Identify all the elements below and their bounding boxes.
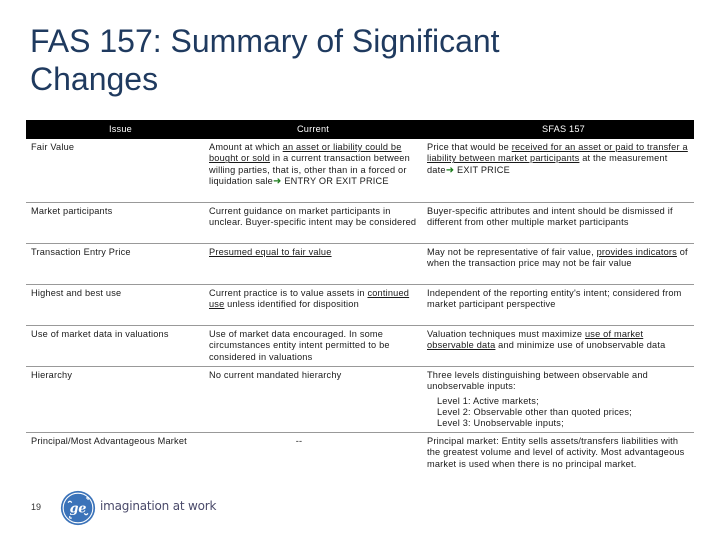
issue-cell: Hierarchy <box>31 370 73 380</box>
sfas-cell: Buyer-specific attributes and intent sho… <box>427 206 673 228</box>
table-row: Use of market data in valuations Use of … <box>26 326 694 367</box>
current-cell: Amount at which an asset or liability co… <box>209 142 410 187</box>
header-issue: Issue <box>109 123 132 134</box>
issue-cell: Use of market data in valuations <box>31 329 169 339</box>
table-row: Hierarchy No current mandated hierarchy … <box>26 367 694 433</box>
table-header: Issue Current SFAS 157 <box>26 120 694 139</box>
sfas-cell: Independent of the reporting entity's in… <box>427 288 682 310</box>
sfas-cell: May not be representative of fair value,… <box>427 247 688 269</box>
sfas-cell: Valuation techniques must maximize use o… <box>427 329 666 351</box>
table-row: Transaction Entry Price Presumed equal t… <box>26 244 694 285</box>
level-item: Level 1: Active markets; <box>437 395 539 406</box>
header-sfas: SFAS 157 <box>542 123 585 134</box>
tagline: imagination at work <box>100 499 217 513</box>
level-item: Level 2: Observable other than quoted pr… <box>437 406 632 417</box>
table-row: Highest and best use Current practice is… <box>26 285 694 326</box>
issue-cell: Market participants <box>31 206 113 216</box>
issue-cell: Principal/Most Advantageous Market <box>31 436 187 446</box>
sfas-cell: Principal market: Entity sells assets/tr… <box>427 436 685 469</box>
sfas-cell: Three levels distinguishing between obse… <box>423 367 694 432</box>
page-title: FAS 157: Summary of Significant Changes <box>30 23 500 97</box>
table-row: Market participants Current guidance on … <box>26 203 694 244</box>
current-cell: -- <box>295 436 303 446</box>
header-current: Current <box>296 123 330 134</box>
sfas-cell: Price that would be received for an asse… <box>427 142 688 176</box>
issue-cell: Highest and best use <box>31 288 122 298</box>
current-cell: Use of market data encouraged. In some c… <box>209 329 390 362</box>
table-row: Principal/Most Advantageous Market -- Pr… <box>26 433 694 486</box>
current-cell: No current mandated hierarchy <box>209 370 342 380</box>
svg-text:ge: ge <box>70 501 87 516</box>
slide-footer: 19 ge imagination at work <box>0 488 720 540</box>
ge-monogram-icon: ge <box>60 490 96 526</box>
changes-table: Issue Current SFAS 157 Fair Value Amount… <box>26 120 694 486</box>
current-cell: Presumed equal to fair value <box>209 247 332 257</box>
current-cell: Current practice is to value assets in c… <box>209 288 410 310</box>
table-row: Fair Value Amount at which an asset or l… <box>26 139 694 203</box>
issue-cell: Transaction Entry Price <box>31 247 131 257</box>
level-item: Level 3: Unobservable inputs; <box>437 418 564 429</box>
arrow-right-icon: ➜ <box>272 175 282 187</box>
page-number: 19 <box>31 502 42 512</box>
arrow-right-icon: ➜ <box>445 164 455 176</box>
current-cell: Current guidance on market participants … <box>209 206 417 228</box>
issue-cell: Fair Value <box>31 142 75 152</box>
